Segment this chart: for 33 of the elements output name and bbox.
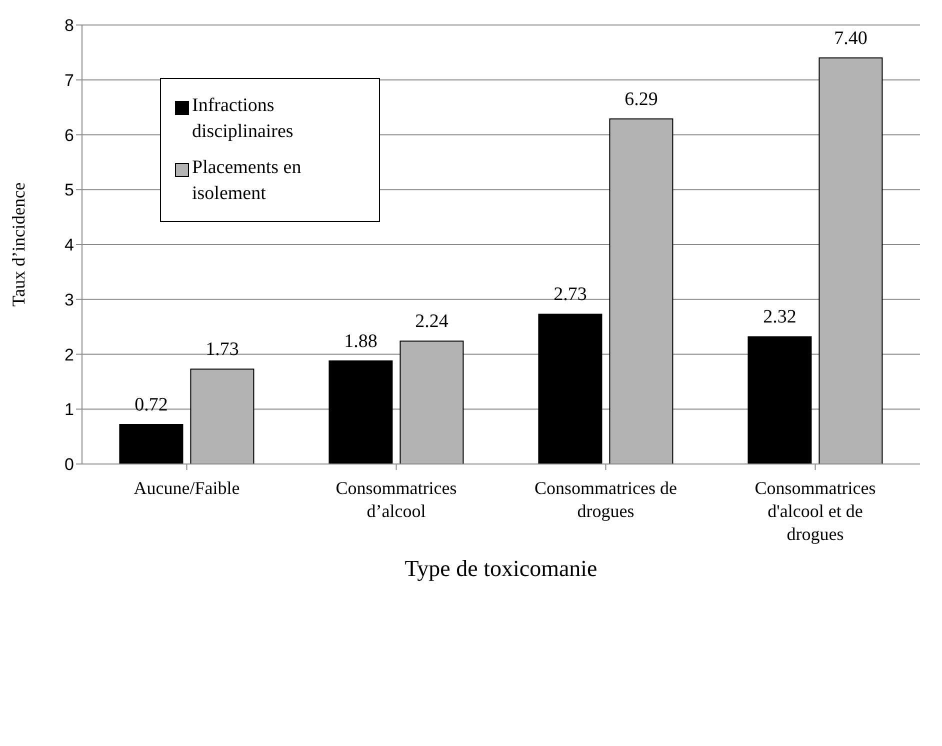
bar — [400, 340, 464, 464]
bar — [119, 424, 184, 464]
bar — [818, 57, 883, 464]
x-tick-label: Consommatrices d’alcool — [336, 478, 457, 521]
y-tick-label: 1 — [64, 400, 74, 420]
y-tick-label: 8 — [64, 16, 74, 36]
legend-label: Infractions disciplinaires — [192, 94, 294, 144]
legend-label: Placements en isolement — [192, 156, 302, 206]
y-tick-label: 2 — [64, 345, 74, 364]
bar — [538, 314, 602, 464]
data-label: 1.88 — [344, 330, 378, 352]
data-label: 2.32 — [763, 306, 796, 328]
y-tick-label: 4 — [64, 236, 74, 255]
x-tick-label: Consommatrices de drogues — [534, 478, 677, 521]
data-label: 2.24 — [415, 311, 449, 332]
x-tick-label: Aucune/Faible — [134, 478, 240, 498]
bar — [609, 118, 674, 464]
y-tick-label: 3 — [64, 290, 74, 310]
data-label: 1.73 — [206, 339, 239, 360]
bar — [748, 336, 812, 464]
bar — [190, 368, 254, 464]
y-tick-label: 7 — [64, 70, 74, 90]
y-tick-label: 0 — [64, 455, 74, 474]
y-tick-label: 5 — [64, 180, 74, 200]
data-label: 2.73 — [554, 284, 587, 306]
x-tick-label: Consommatrices d'alcool et de drogues — [754, 478, 876, 544]
y-axis-title: Taux d’incidence — [8, 182, 28, 307]
y-tick-label: 6 — [64, 126, 74, 145]
data-label: 7.40 — [834, 28, 868, 49]
data-label: 6.29 — [624, 88, 658, 110]
bar — [328, 360, 393, 464]
x-axis-title: Type de toxicomanie — [404, 556, 598, 581]
data-label: 0.72 — [134, 394, 168, 416]
